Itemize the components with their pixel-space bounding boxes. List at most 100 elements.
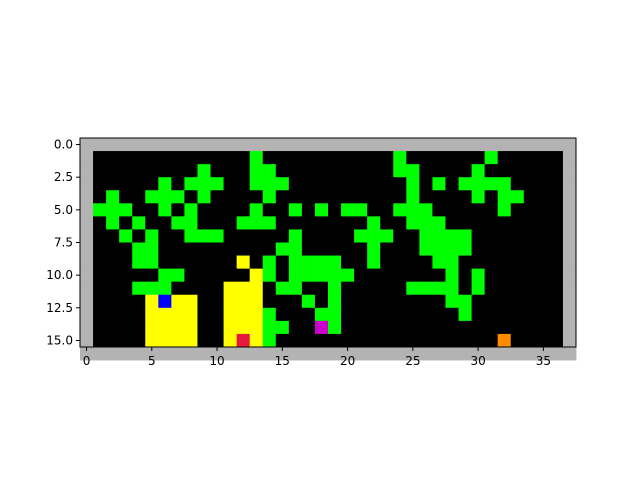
grid-cell (406, 268, 420, 283)
grid-cell (549, 333, 564, 348)
grid-cell (367, 281, 381, 296)
grid-cell (171, 333, 185, 348)
grid-cell (301, 164, 316, 178)
grid-cell (210, 164, 224, 178)
grid-cell (197, 347, 211, 361)
grid-cell (93, 242, 107, 256)
grid-cell (197, 138, 211, 152)
grid-cell (328, 138, 342, 152)
grid-cell (458, 151, 472, 165)
grid-cell (301, 255, 316, 270)
grid-cell (367, 203, 381, 217)
grid-cell (484, 347, 499, 361)
grid-cell (406, 177, 420, 191)
grid-cell (523, 216, 538, 230)
x-tick-label: 20 (340, 354, 355, 368)
grid-cell (445, 320, 459, 335)
grid-cell (471, 281, 486, 296)
grid-cell (510, 229, 525, 243)
grid-cell (93, 268, 107, 283)
grid-cell (536, 229, 551, 243)
grid-cell (549, 177, 564, 191)
grid-cell (380, 151, 394, 165)
grid-cell (380, 307, 394, 322)
grid-cell (484, 333, 499, 348)
grid-cell (328, 151, 342, 165)
grid-cell (119, 229, 133, 243)
grid-cell (93, 138, 107, 152)
grid-cell (288, 242, 303, 256)
grid-cell (184, 294, 198, 309)
grid-cell (419, 216, 433, 230)
grid-cell (275, 203, 290, 217)
grid-cell (314, 281, 329, 296)
grid-cell (341, 347, 355, 361)
grid-cell (119, 281, 133, 296)
grid-cell (249, 294, 264, 309)
grid-cell (314, 151, 329, 165)
grid-cell (445, 281, 459, 296)
grid-cell (210, 347, 224, 361)
grid-cell (510, 164, 525, 178)
grid-cell (314, 138, 329, 152)
grid-cell (171, 268, 185, 283)
grid-cell (445, 268, 459, 283)
grid-cell (484, 242, 499, 256)
grid-cell (471, 177, 486, 191)
grid-cell (80, 229, 94, 243)
grid-cell (471, 242, 486, 256)
x-tick-label: 25 (405, 354, 420, 368)
grid-cell (184, 320, 198, 335)
grid-cell (106, 138, 120, 152)
grid-cell (275, 333, 290, 348)
grid-cell (171, 281, 185, 296)
grid-cell (132, 151, 146, 165)
grid-cell (132, 281, 146, 296)
grid-cell (341, 333, 355, 348)
grid-cell (119, 255, 133, 270)
grid-cell (445, 255, 459, 270)
grid-cell (354, 242, 368, 256)
grid-cell (262, 138, 277, 152)
grid-cell (367, 151, 381, 165)
grid-cell (275, 347, 290, 361)
grid-cell (406, 294, 420, 309)
grid-cell (354, 190, 368, 204)
grid-cell (158, 203, 172, 217)
grid-cell (432, 268, 446, 283)
grid-cell (132, 177, 146, 191)
grid-cell (471, 320, 486, 335)
grid-cell (301, 177, 316, 191)
grid-cell (80, 190, 94, 204)
grid-cell (80, 216, 94, 230)
grid-cell (562, 307, 577, 322)
grid-cell (210, 294, 224, 309)
grid-cell (80, 203, 94, 217)
grid-cell (549, 138, 564, 152)
grid-cell (406, 347, 420, 361)
grid-cell (236, 138, 251, 152)
grid-cell (419, 164, 433, 178)
grid-cell (145, 177, 159, 191)
grid-cell (223, 268, 238, 283)
grid-cell (328, 333, 342, 348)
grid-cell (184, 138, 198, 152)
grid-cell (223, 151, 238, 165)
grid-cell (510, 138, 525, 152)
grid-cell (93, 190, 107, 204)
grid-cell (93, 320, 107, 335)
grid-cell (510, 242, 525, 256)
grid-cell (158, 138, 172, 152)
grid-cell (523, 164, 538, 178)
grid-cell (106, 151, 120, 165)
grid-cell (249, 203, 264, 217)
grid-cell (419, 268, 433, 283)
grid-cell (314, 333, 329, 348)
grid-cell (341, 203, 355, 217)
grid-cell (484, 138, 499, 152)
grid-cell (249, 281, 264, 296)
grid-cell (171, 242, 185, 256)
grid-cell (119, 190, 133, 204)
grid-cell (354, 138, 368, 152)
grid-cell (145, 333, 159, 348)
